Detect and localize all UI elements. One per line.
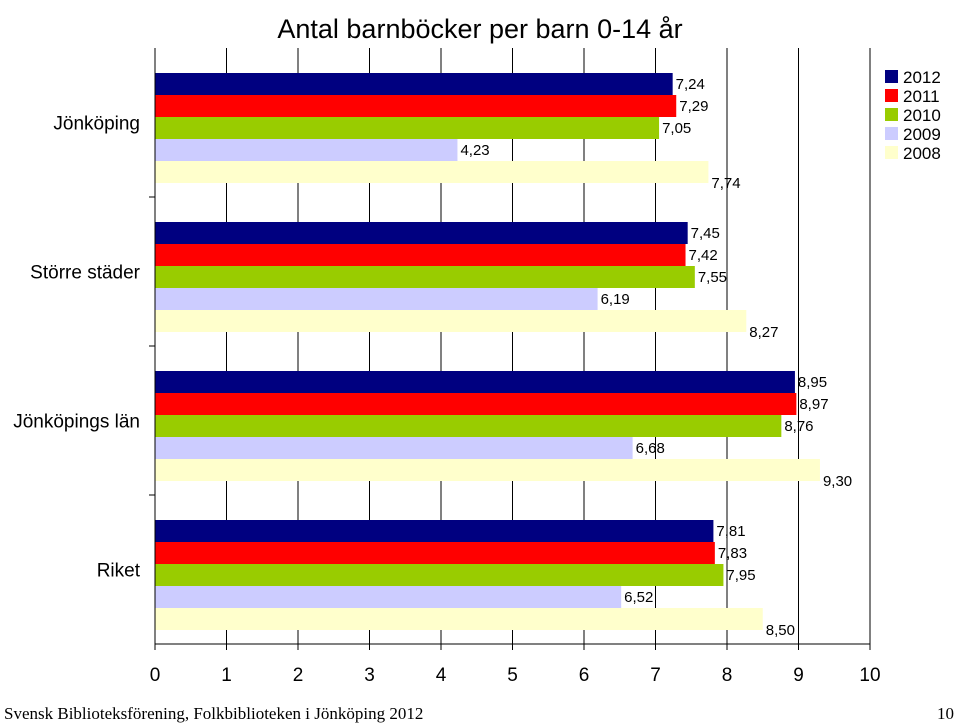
bar [155, 459, 820, 481]
bar [155, 393, 797, 415]
data-label: 6,68 [636, 440, 665, 457]
data-label: 6,52 [624, 589, 653, 606]
data-label: 7,74 [711, 175, 740, 192]
bar [155, 266, 695, 288]
data-label: 7,05 [662, 120, 691, 137]
bar [155, 139, 458, 161]
page-number: 10 [937, 704, 954, 723]
data-label: 9,30 [823, 473, 852, 490]
bar [155, 371, 795, 393]
bar [155, 73, 673, 95]
category-label: Jönköping [53, 114, 140, 135]
legend-label: 2009 [903, 125, 941, 144]
bar [155, 95, 677, 117]
bar [155, 437, 633, 459]
category-label: Större städer [30, 263, 140, 284]
bar [155, 117, 660, 139]
data-label: 8,76 [784, 418, 813, 435]
data-label: 7,83 [718, 545, 747, 562]
data-label: 7,81 [716, 523, 745, 540]
data-label: 7,55 [698, 269, 727, 286]
bar [155, 161, 709, 183]
legend-swatch [885, 89, 898, 102]
bar [155, 244, 686, 266]
legend-label: 2008 [903, 144, 941, 163]
bar [155, 520, 714, 542]
bar [155, 608, 763, 630]
data-label: 7,29 [679, 98, 708, 115]
x-tick-label: 1 [221, 665, 232, 686]
data-label: 8,50 [766, 622, 795, 639]
bar [155, 288, 598, 310]
x-tick-label: 0 [150, 665, 161, 686]
x-tick-label: 9 [793, 665, 804, 686]
legend-swatch [885, 108, 898, 121]
x-tick-label: 2 [293, 665, 304, 686]
data-label: 7,24 [676, 76, 705, 93]
legend-swatch [885, 127, 898, 140]
data-label: 7,45 [691, 225, 720, 242]
footer-source: Svensk Biblioteksförening, Folkbibliotek… [4, 704, 424, 723]
legend-label: 2010 [903, 106, 941, 125]
data-label: 8,27 [749, 324, 778, 341]
x-tick-label: 4 [436, 665, 447, 686]
bar [155, 222, 688, 244]
category-label: Riket [97, 561, 141, 582]
legend-label: 2011 [903, 87, 940, 106]
data-label: 7,42 [689, 247, 718, 264]
x-tick-label: 3 [364, 665, 375, 686]
data-label: 8,95 [798, 374, 827, 391]
bar [155, 310, 747, 332]
x-tick-label: 10 [859, 665, 880, 686]
x-tick-label: 7 [650, 665, 661, 686]
data-label: 6,19 [601, 291, 630, 308]
legend-swatch [885, 70, 898, 83]
bar [155, 564, 724, 586]
data-label: 7,95 [726, 567, 755, 584]
x-tick-label: 6 [579, 665, 590, 686]
x-tick-label: 5 [507, 665, 518, 686]
legend-swatch [885, 146, 898, 159]
category-label: Jönköpings län [13, 412, 140, 433]
chart-title: Antal barnböcker per barn 0-14 år [277, 14, 683, 44]
x-tick-label: 8 [722, 665, 733, 686]
bar [155, 542, 715, 564]
bar-chart: Jönköping 7,24 7,29 7,05 4,23 7,74 Större städ… [13, 48, 941, 686]
bar [155, 415, 782, 437]
data-label: 8,97 [799, 396, 828, 413]
data-label: 4,23 [460, 142, 489, 159]
bar [155, 586, 622, 608]
legend-label: 2012 [903, 68, 941, 87]
